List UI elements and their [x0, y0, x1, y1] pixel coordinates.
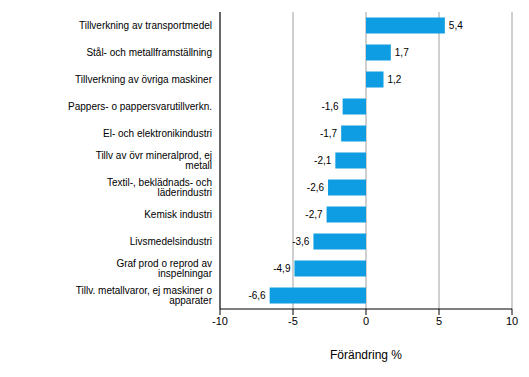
svg-text:-3,6: -3,6 — [292, 236, 310, 247]
svg-text:Kemisk industri: Kemisk industri — [144, 209, 212, 220]
svg-text:Stål- och metallframställning: Stål- och metallframställning — [86, 47, 212, 58]
svg-text:Textil-, beklädnads- ochläderi: Textil-, beklädnads- ochläderindustri — [107, 177, 212, 198]
svg-text:Tillverkning av övriga maskine: Tillverkning av övriga maskiner — [75, 74, 213, 85]
svg-text:Tillv av övr mineralprod, ejme: Tillv av övr mineralprod, ejmetall — [96, 150, 212, 171]
svg-text:1,7: 1,7 — [395, 47, 409, 58]
svg-text:El- och elektronikindustri: El- och elektronikindustri — [103, 128, 212, 139]
svg-text:5,4: 5,4 — [449, 20, 463, 31]
svg-text:Förändring %: Förändring % — [330, 348, 402, 362]
svg-text:-6,6: -6,6 — [248, 290, 266, 301]
svg-text:10: 10 — [506, 315, 518, 327]
svg-text:-4,9: -4,9 — [273, 263, 291, 274]
svg-text:-10: -10 — [212, 315, 228, 327]
svg-text:-2,6: -2,6 — [307, 182, 325, 193]
svg-text:5: 5 — [436, 315, 442, 327]
svg-text:-5: -5 — [288, 315, 298, 327]
svg-text:-2,1: -2,1 — [314, 155, 332, 166]
svg-text:Livsmedelsindustri: Livsmedelsindustri — [130, 236, 212, 247]
svg-text:0: 0 — [363, 315, 369, 327]
svg-text:Tillv. metallvaror, ej maskine: Tillv. metallvaror, ej maskiner oapparat… — [76, 285, 213, 306]
svg-text:-1,6: -1,6 — [321, 101, 339, 112]
svg-text:Tillverkning av transportmedel: Tillverkning av transportmedel — [79, 20, 212, 31]
svg-text:1,2: 1,2 — [388, 74, 402, 85]
svg-text:-2,7: -2,7 — [305, 209, 323, 220]
svg-text:Pappers- o pappersvarutillverk: Pappers- o pappersvarutillverkn. — [68, 101, 212, 112]
svg-text:Graf prod o reprod avinspelnin: Graf prod o reprod avinspelningar — [116, 258, 212, 279]
svg-text:-1,7: -1,7 — [320, 128, 338, 139]
